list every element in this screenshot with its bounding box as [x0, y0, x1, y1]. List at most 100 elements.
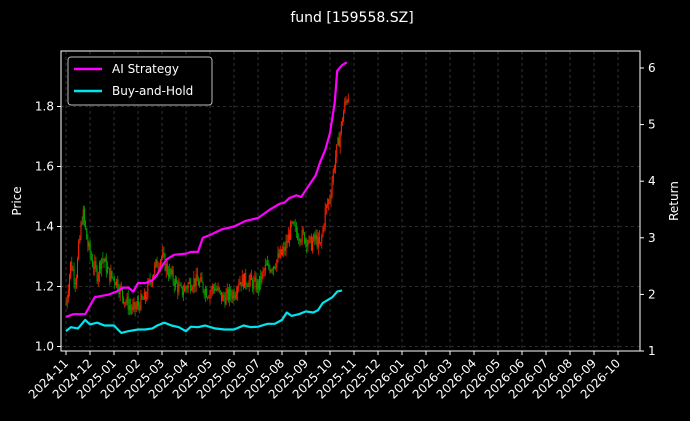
- y2-tick-label-5: 6: [648, 61, 656, 75]
- candle-body-43: [115, 282, 117, 286]
- candle-body-171: [262, 270, 264, 273]
- y-tick-label-0: 1.0: [35, 340, 54, 354]
- candle-body-92: [171, 270, 173, 274]
- candle-body-153: [241, 274, 243, 286]
- candle-body-242: [344, 101, 346, 112]
- legend: AI Strategy Buy-and-Hold: [67, 56, 213, 106]
- candle-body-147: [234, 295, 236, 299]
- candle-body-221: [320, 242, 322, 244]
- candle-body-40: [111, 270, 113, 277]
- candle-body-74: [150, 281, 152, 284]
- candle-body-217: [315, 235, 317, 240]
- candle-body-21: [89, 243, 91, 255]
- candle-body-34: [104, 258, 106, 263]
- candle-body-67: [142, 298, 144, 300]
- candle-body-177: [269, 267, 271, 272]
- candle-body-103: [184, 286, 186, 292]
- y-tick-label-3: 1.6: [35, 160, 54, 174]
- candle-body-219: [317, 237, 319, 248]
- candle-body-29: [98, 262, 100, 275]
- candle-body-227: [327, 204, 329, 206]
- candle-body-87: [165, 263, 167, 271]
- candle-body-111: [193, 278, 195, 288]
- candle-body-28: [97, 274, 99, 282]
- candle-body-181: [274, 266, 276, 268]
- candle-body-4: [70, 261, 72, 276]
- candle-body-50: [123, 296, 125, 304]
- candle-body-165: [255, 277, 257, 291]
- candle-body-128: [212, 286, 214, 289]
- candle-body-215: [313, 234, 315, 242]
- candle-body-208: [305, 239, 307, 244]
- candle-body-70: [146, 297, 148, 300]
- candle-body-149: [237, 287, 239, 294]
- y-tick-label-4: 1.8: [35, 100, 54, 114]
- candle-body-143: [230, 289, 232, 296]
- candle-body-90: [169, 268, 171, 277]
- candle-body-168: [259, 275, 261, 290]
- candle-body-2: [67, 290, 69, 299]
- candle-body-93: [172, 270, 174, 282]
- candle-body-79: [156, 259, 158, 268]
- candle-body-239: [340, 121, 342, 134]
- candle-body-150: [238, 284, 240, 288]
- candle-body-32: [102, 258, 104, 260]
- candle-body-121: [204, 289, 206, 295]
- candle-body-124: [208, 297, 210, 299]
- y2-tick-label-1: 2: [648, 287, 656, 301]
- y-axis-label: Price: [10, 186, 24, 215]
- legend-label-ai-strategy: AI Strategy: [112, 62, 179, 76]
- candle-body-95: [174, 279, 176, 287]
- candle-body-119: [202, 282, 204, 291]
- plot-frame: [60, 50, 641, 352]
- candle-body-136: [222, 294, 224, 301]
- candle-body-218: [316, 235, 318, 248]
- candle-body-42: [113, 278, 115, 283]
- candle-body-145: [232, 291, 234, 299]
- candle-body-62: [136, 301, 138, 306]
- candle-body-199: [294, 225, 296, 226]
- candle-body-37: [108, 267, 110, 269]
- candle-body-13: [80, 223, 82, 238]
- candle-body-151: [239, 282, 241, 285]
- candle-body-231: [331, 182, 333, 196]
- candle-body-161: [250, 274, 252, 280]
- candle-body-138: [224, 297, 226, 305]
- candle-body-15: [82, 209, 84, 224]
- candle-body-123: [207, 297, 209, 299]
- candle-body-82: [159, 260, 161, 267]
- candle-body-26: [95, 261, 97, 268]
- candle-body-20: [88, 243, 90, 247]
- candle-body-88: [166, 263, 168, 273]
- candle-body-185: [278, 253, 280, 258]
- candle-body-240: [341, 121, 343, 123]
- candle-body-201: [297, 232, 299, 240]
- y-tick-label-2: 1.4: [35, 220, 54, 234]
- candle-body-83: [161, 257, 163, 261]
- candle-body-102: [183, 291, 185, 295]
- candle-body-175: [267, 263, 269, 266]
- candle-body-211: [308, 236, 310, 244]
- candle-body-134: [219, 290, 221, 292]
- candle-body-216: [314, 234, 316, 240]
- candle-body-126: [210, 290, 212, 292]
- candle-body-24: [93, 266, 95, 270]
- candle-body-36: [106, 267, 108, 273]
- candle-body-54: [127, 296, 129, 310]
- candle-body-10: [77, 258, 79, 278]
- candle-body-113: [195, 274, 197, 287]
- candle-body-105: [186, 287, 188, 289]
- legend-box: [67, 56, 213, 106]
- candle-body-174: [265, 264, 267, 266]
- candle-body-180: [272, 266, 274, 271]
- candle-body-164: [254, 277, 256, 280]
- candle-body-196: [291, 222, 293, 224]
- candle-body-189: [283, 247, 285, 251]
- candle-body-49: [121, 289, 123, 297]
- candle-body-226: [325, 205, 327, 209]
- candle-body-109: [191, 289, 193, 291]
- price-candles: [65, 93, 349, 317]
- candle-body-99: [179, 284, 181, 286]
- candle-body-141: [227, 289, 229, 300]
- candle-body-66: [141, 294, 143, 299]
